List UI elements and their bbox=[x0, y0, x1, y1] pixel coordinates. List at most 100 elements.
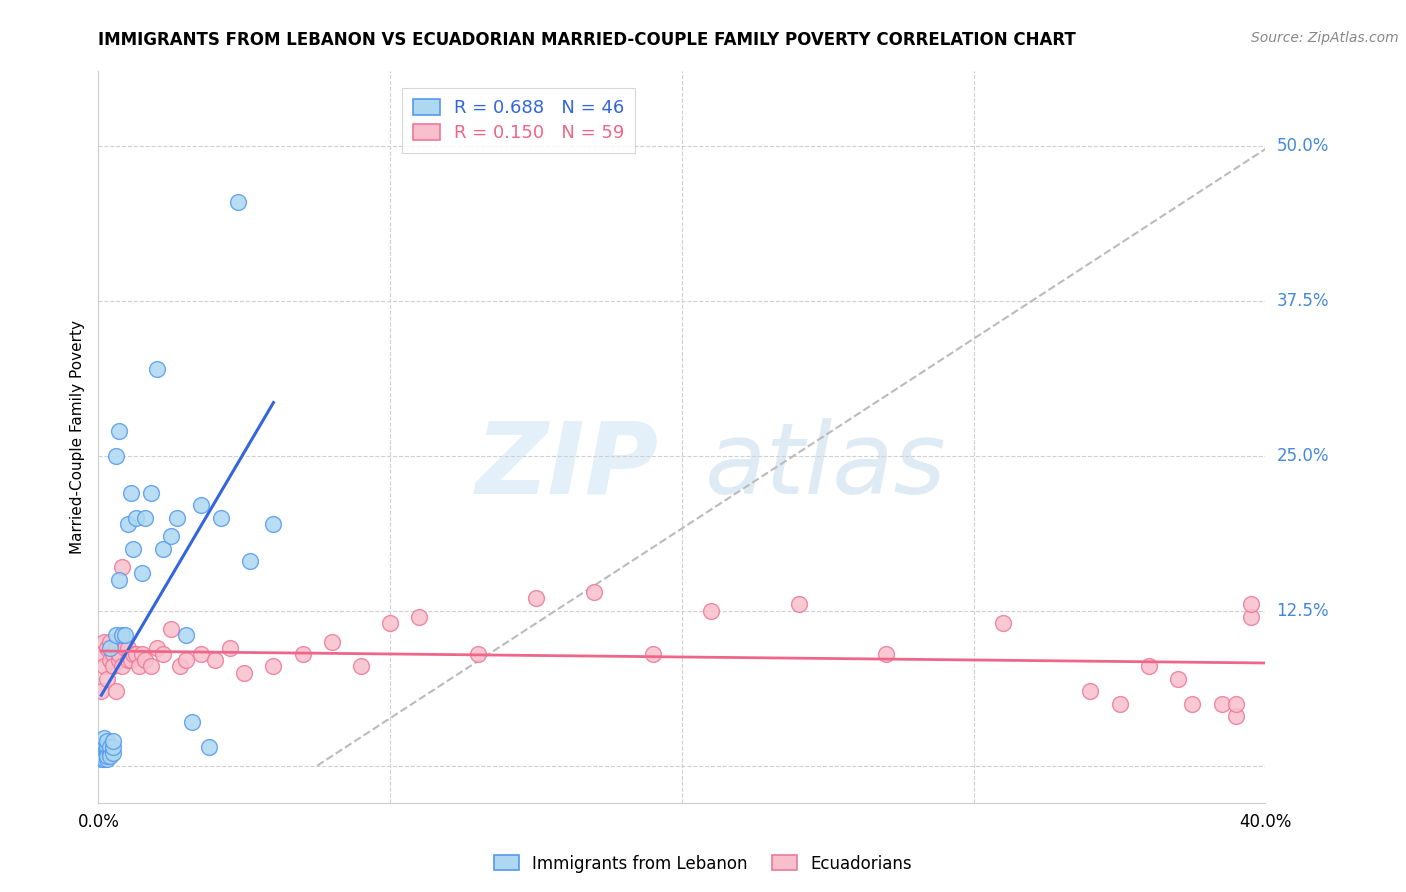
Point bbox=[114, 628, 136, 642]
Point bbox=[991, 615, 1014, 630]
Point bbox=[262, 516, 284, 531]
Point bbox=[98, 634, 121, 648]
Point bbox=[1240, 610, 1263, 624]
Point bbox=[169, 659, 191, 673]
Point bbox=[218, 640, 240, 655]
Point bbox=[408, 610, 430, 624]
Point bbox=[787, 598, 810, 612]
Point bbox=[114, 640, 136, 655]
Point bbox=[90, 752, 112, 766]
Point bbox=[134, 653, 156, 667]
Point bbox=[228, 194, 250, 209]
Point bbox=[108, 573, 131, 587]
Point bbox=[117, 516, 139, 531]
Point bbox=[108, 647, 131, 661]
Point bbox=[93, 736, 115, 750]
Point bbox=[875, 647, 897, 661]
Point bbox=[583, 585, 606, 599]
Point bbox=[152, 647, 174, 661]
Point bbox=[1211, 697, 1233, 711]
Point bbox=[139, 486, 162, 500]
Point bbox=[160, 622, 183, 636]
Point bbox=[96, 640, 118, 655]
Point bbox=[233, 665, 256, 680]
Point bbox=[1137, 659, 1160, 673]
Point bbox=[120, 486, 142, 500]
Text: Source: ZipAtlas.com: Source: ZipAtlas.com bbox=[1251, 31, 1399, 45]
Point bbox=[96, 748, 118, 763]
Point bbox=[111, 628, 134, 642]
Point bbox=[190, 647, 212, 661]
Point bbox=[90, 684, 112, 698]
Point bbox=[190, 498, 212, 512]
Point bbox=[174, 628, 197, 642]
Point bbox=[93, 748, 115, 763]
Text: ZIP: ZIP bbox=[475, 417, 658, 515]
Point bbox=[101, 659, 124, 673]
Point bbox=[125, 647, 148, 661]
Text: IMMIGRANTS FROM LEBANON VS ECUADORIAN MARRIED-COUPLE FAMILY POVERTY CORRELATION : IMMIGRANTS FROM LEBANON VS ECUADORIAN MA… bbox=[98, 31, 1076, 49]
Point bbox=[96, 672, 118, 686]
Point bbox=[111, 560, 134, 574]
Point bbox=[128, 659, 150, 673]
Point bbox=[467, 647, 489, 661]
Point bbox=[204, 653, 226, 667]
Point bbox=[90, 739, 112, 754]
Point bbox=[1080, 684, 1102, 698]
Point bbox=[101, 739, 124, 754]
Point bbox=[131, 647, 153, 661]
Point bbox=[291, 647, 314, 661]
Text: 50.0%: 50.0% bbox=[1277, 136, 1329, 154]
Point bbox=[93, 659, 115, 673]
Point bbox=[160, 529, 183, 543]
Point bbox=[117, 653, 139, 667]
Point bbox=[700, 604, 723, 618]
Point bbox=[108, 424, 131, 438]
Point bbox=[104, 449, 127, 463]
Point bbox=[96, 734, 118, 748]
Point bbox=[93, 744, 115, 758]
Point bbox=[101, 734, 124, 748]
Point bbox=[1225, 697, 1247, 711]
Point bbox=[1181, 697, 1204, 711]
Point bbox=[117, 640, 139, 655]
Point bbox=[262, 659, 284, 673]
Point bbox=[131, 566, 153, 581]
Point bbox=[111, 659, 134, 673]
Point bbox=[90, 647, 112, 661]
Point bbox=[239, 554, 262, 568]
Point bbox=[96, 746, 118, 760]
Text: atlas: atlas bbox=[706, 417, 946, 515]
Point bbox=[98, 653, 121, 667]
Point bbox=[90, 748, 112, 763]
Point bbox=[104, 640, 127, 655]
Y-axis label: Married-Couple Family Poverty: Married-Couple Family Poverty bbox=[69, 320, 84, 554]
Point bbox=[93, 634, 115, 648]
Point bbox=[104, 684, 127, 698]
Point bbox=[98, 746, 121, 760]
Text: 25.0%: 25.0% bbox=[1277, 447, 1329, 465]
Point bbox=[98, 739, 121, 754]
Point bbox=[134, 510, 156, 524]
Legend: R = 0.688   N = 46, R = 0.150   N = 59: R = 0.688 N = 46, R = 0.150 N = 59 bbox=[402, 87, 636, 153]
Point bbox=[96, 739, 118, 754]
Point bbox=[350, 659, 373, 673]
Point bbox=[98, 748, 121, 763]
Point bbox=[641, 647, 664, 661]
Point bbox=[152, 541, 174, 556]
Point bbox=[166, 510, 188, 524]
Point bbox=[108, 653, 131, 667]
Point bbox=[122, 541, 145, 556]
Point bbox=[146, 362, 169, 376]
Point bbox=[1240, 598, 1263, 612]
Legend: Immigrants from Lebanon, Ecuadorians: Immigrants from Lebanon, Ecuadorians bbox=[486, 848, 920, 880]
Point bbox=[209, 510, 232, 524]
Point bbox=[524, 591, 547, 606]
Point bbox=[101, 647, 124, 661]
Point bbox=[1167, 672, 1189, 686]
Point bbox=[93, 731, 115, 746]
Point bbox=[146, 640, 169, 655]
Point bbox=[104, 628, 127, 642]
Point bbox=[1225, 709, 1247, 723]
Point bbox=[180, 715, 202, 730]
